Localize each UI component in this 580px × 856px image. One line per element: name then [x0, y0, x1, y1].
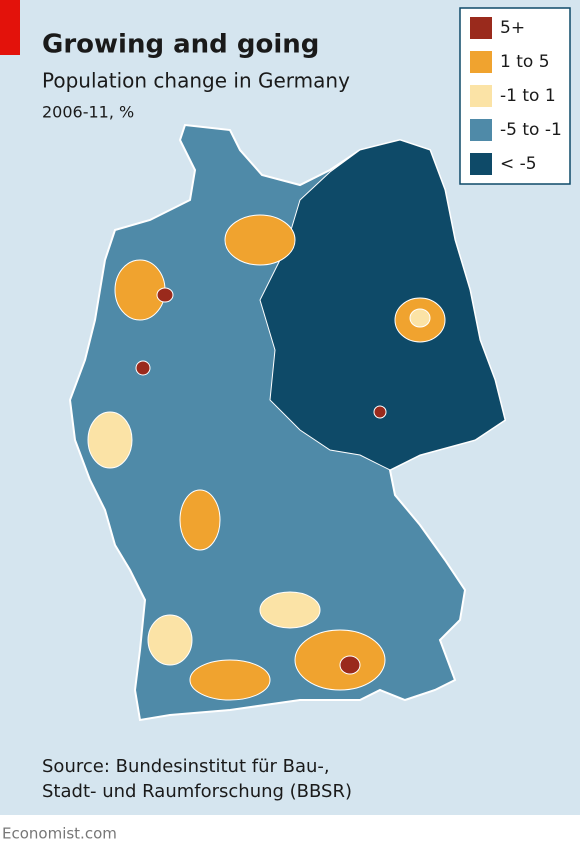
- legend-label: 5+: [500, 18, 525, 38]
- source-line: Stadt- und Raumforschung (BBSR): [42, 781, 352, 802]
- region-patch: [114, 259, 166, 321]
- legend-swatch: [470, 119, 492, 141]
- legend-label: -1 to 1: [500, 86, 556, 106]
- title: Growing and going: [42, 30, 319, 60]
- region-patch: [189, 659, 271, 701]
- period: 2006-11, %: [42, 103, 134, 122]
- legend-label: < -5: [500, 154, 537, 174]
- legend-swatch: [470, 51, 492, 73]
- region-patch: [259, 591, 321, 629]
- region-patch: [135, 360, 151, 376]
- region-patch: [409, 308, 431, 328]
- legend-swatch: [470, 85, 492, 107]
- legend-swatch: [470, 153, 492, 175]
- region-patch: [87, 411, 133, 469]
- region-patch: [147, 614, 193, 666]
- region-patch: [294, 629, 386, 691]
- region-patch: [224, 214, 296, 266]
- footer: Economist.com: [2, 825, 117, 843]
- region-patch: [156, 287, 174, 303]
- region-patch: [339, 655, 361, 675]
- legend-label: 1 to 5: [500, 52, 550, 72]
- legend-swatch: [470, 17, 492, 39]
- east-region: [259, 139, 506, 471]
- region-patch: [179, 489, 221, 551]
- map: [68, 123, 507, 722]
- source-line: Source: Bundesinstitut für Bau-,: [42, 756, 330, 777]
- footer-background: [0, 815, 580, 852]
- region-patch: [373, 405, 387, 419]
- legend-label: -5 to -1: [500, 120, 562, 140]
- legend: 5+ 1 to 5 -1 to 1 -5 to -1 < -5: [459, 7, 571, 185]
- subtitle: Population change in Germany: [42, 69, 350, 93]
- red-tab: [0, 0, 20, 55]
